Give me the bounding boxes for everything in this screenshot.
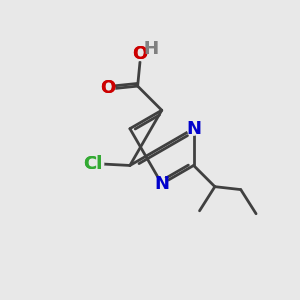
Ellipse shape: [82, 158, 104, 170]
Text: O: O: [132, 45, 148, 63]
Ellipse shape: [145, 43, 158, 56]
Text: N: N: [186, 120, 201, 138]
Text: Cl: Cl: [83, 155, 103, 173]
Ellipse shape: [155, 177, 168, 190]
Text: H: H: [144, 40, 159, 58]
Ellipse shape: [134, 47, 146, 61]
Text: H: H: [144, 40, 159, 58]
Text: N: N: [154, 175, 169, 193]
Ellipse shape: [187, 122, 200, 135]
Ellipse shape: [102, 82, 115, 95]
Text: O: O: [100, 80, 116, 98]
Text: O: O: [132, 45, 148, 63]
Text: O: O: [100, 80, 116, 98]
Text: Cl: Cl: [83, 155, 103, 173]
